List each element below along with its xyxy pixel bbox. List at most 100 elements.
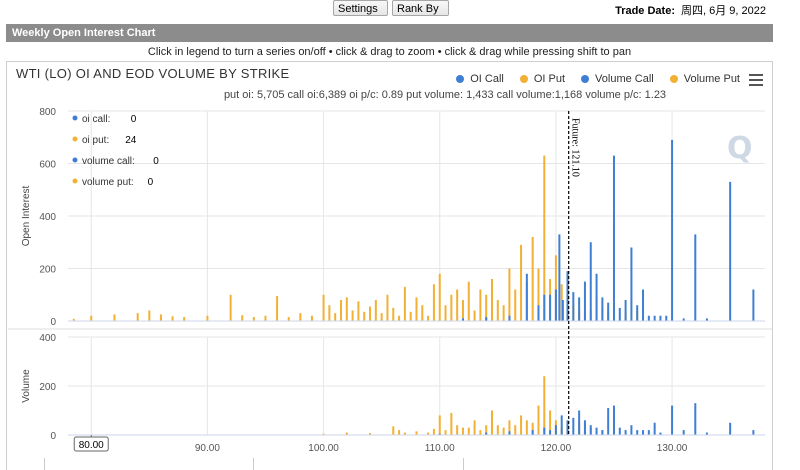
oi-put-bar bbox=[409, 311, 412, 321]
oi-call-bar bbox=[549, 294, 552, 321]
x-tick-label: 90.00 bbox=[195, 443, 220, 454]
legend-label: OI Put bbox=[533, 73, 566, 85]
oi-call-bar bbox=[752, 289, 755, 321]
oi-call-bar bbox=[647, 315, 650, 321]
y-tick-label: 600 bbox=[39, 160, 56, 171]
volume-put-bar bbox=[502, 427, 505, 435]
oi-put-bar bbox=[369, 306, 372, 321]
oi-put-bar bbox=[229, 294, 232, 321]
volume-put-bar bbox=[525, 420, 528, 435]
oi-put-bar bbox=[427, 315, 430, 321]
oi-put-bar bbox=[159, 314, 162, 321]
x-tick-label: 100.00 bbox=[308, 443, 339, 454]
oi-put-bar bbox=[415, 297, 418, 321]
volume-call-bar bbox=[607, 408, 610, 435]
volume-put-bar bbox=[415, 431, 418, 435]
legend-item-volume-call[interactable]: Volume Call bbox=[581, 73, 654, 85]
oi-put-bar bbox=[287, 317, 290, 321]
oi-call-bar bbox=[589, 242, 592, 321]
oi-call-bar bbox=[682, 318, 685, 321]
legend-item-oi-put[interactable]: OI Put bbox=[519, 73, 566, 85]
legend-item-oi-call[interactable]: OI Call bbox=[456, 73, 504, 85]
volume-call-bar bbox=[601, 430, 604, 435]
oi-call-bar bbox=[601, 297, 604, 321]
oi-call-bar bbox=[572, 292, 575, 321]
tooltip-dot bbox=[72, 157, 78, 163]
volume-call-bar bbox=[682, 430, 685, 435]
volume-call-bar bbox=[694, 403, 697, 435]
volume-call-bar bbox=[543, 427, 546, 435]
volume-put-bar bbox=[543, 376, 546, 435]
rankby-dropdown[interactable]: Rank By⌄ bbox=[392, 0, 449, 30]
volume-put-bar bbox=[392, 426, 395, 435]
oi-put-bar bbox=[136, 313, 139, 321]
tooltip-value: 0 bbox=[131, 114, 137, 125]
oi-call-bar bbox=[525, 273, 528, 321]
oi-put-bar bbox=[560, 284, 563, 321]
oi-put-bar bbox=[543, 155, 546, 321]
oi-put-bar bbox=[206, 315, 209, 321]
volume-put-bar bbox=[369, 433, 372, 435]
legend-label: Volume Put bbox=[683, 73, 740, 85]
oi-put-bar bbox=[299, 313, 302, 321]
oi-put-bar bbox=[328, 305, 331, 321]
tooltip-label: volume call: bbox=[82, 156, 135, 167]
volume-put-bar bbox=[345, 432, 348, 435]
chart-title: WTI (LO) OI AND EOD VOLUME BY STRIKE bbox=[16, 66, 290, 81]
oi-put-bar bbox=[438, 273, 441, 321]
oi-put-bar bbox=[444, 305, 447, 321]
volume-call-bar bbox=[647, 430, 650, 435]
volume-call-bar bbox=[595, 427, 598, 435]
y-tick-label: 400 bbox=[39, 212, 56, 223]
oi-call-bar bbox=[653, 315, 656, 321]
oi-put-bar bbox=[502, 305, 505, 321]
oi-call-bar bbox=[729, 181, 732, 321]
oi-call-bar bbox=[485, 317, 488, 321]
volume-put-bar bbox=[432, 428, 435, 435]
settings-label: Settings bbox=[338, 3, 378, 15]
oi-put-bar bbox=[241, 315, 244, 321]
oi-put-bar bbox=[310, 315, 313, 321]
oi-put-bar bbox=[473, 310, 476, 321]
hamburger-menu-icon[interactable] bbox=[749, 74, 763, 86]
y-tick-label: 400 bbox=[39, 333, 56, 344]
oi-put-bar bbox=[171, 316, 174, 321]
volume-put-bar bbox=[450, 412, 453, 435]
volume-put-bar bbox=[491, 410, 494, 435]
tooltip-label: volume put: bbox=[82, 177, 134, 188]
oi-put-bar bbox=[339, 300, 342, 321]
legend-item-volume-put[interactable]: Volume Put bbox=[669, 73, 740, 85]
volume-call-bar bbox=[554, 425, 557, 435]
volume-put-bar bbox=[537, 405, 540, 435]
oi-put-bar bbox=[380, 313, 383, 321]
tooltip-dot bbox=[72, 136, 78, 142]
y-tick-label: 200 bbox=[39, 382, 56, 393]
volume-call-bar bbox=[589, 425, 592, 435]
section-title: Weekly Open Interest Chart bbox=[6, 24, 773, 42]
volume-put-bar bbox=[427, 432, 430, 435]
oi-put-bar bbox=[183, 317, 186, 321]
oi-put-bar bbox=[351, 310, 354, 321]
oi-put-bar bbox=[496, 300, 499, 321]
volume-call-bar bbox=[438, 433, 441, 435]
crosshair-label: 80.00 bbox=[79, 440, 104, 451]
oi-call-bar bbox=[671, 139, 674, 321]
volume-put-bar bbox=[456, 425, 459, 435]
oi-call-bar bbox=[595, 273, 598, 321]
volume-put-bar bbox=[438, 415, 441, 435]
volume-put-bar bbox=[473, 420, 476, 435]
oi-put-bar bbox=[514, 289, 517, 321]
volume-put-bar bbox=[403, 432, 406, 435]
tooltip-value: 24 bbox=[125, 135, 137, 146]
oi-put-bar bbox=[264, 315, 267, 321]
tooltip-label: oi put: bbox=[82, 135, 109, 146]
oi-call-bar bbox=[558, 234, 561, 321]
oi-put-bar bbox=[345, 297, 348, 321]
volume-call-bar bbox=[624, 430, 627, 435]
volume-put-bar bbox=[496, 425, 499, 435]
oi-put-bar bbox=[276, 296, 279, 321]
chart-panel bbox=[6, 61, 773, 470]
oi-put-bar bbox=[508, 268, 511, 321]
tooltip-label: oi call: bbox=[82, 114, 110, 125]
